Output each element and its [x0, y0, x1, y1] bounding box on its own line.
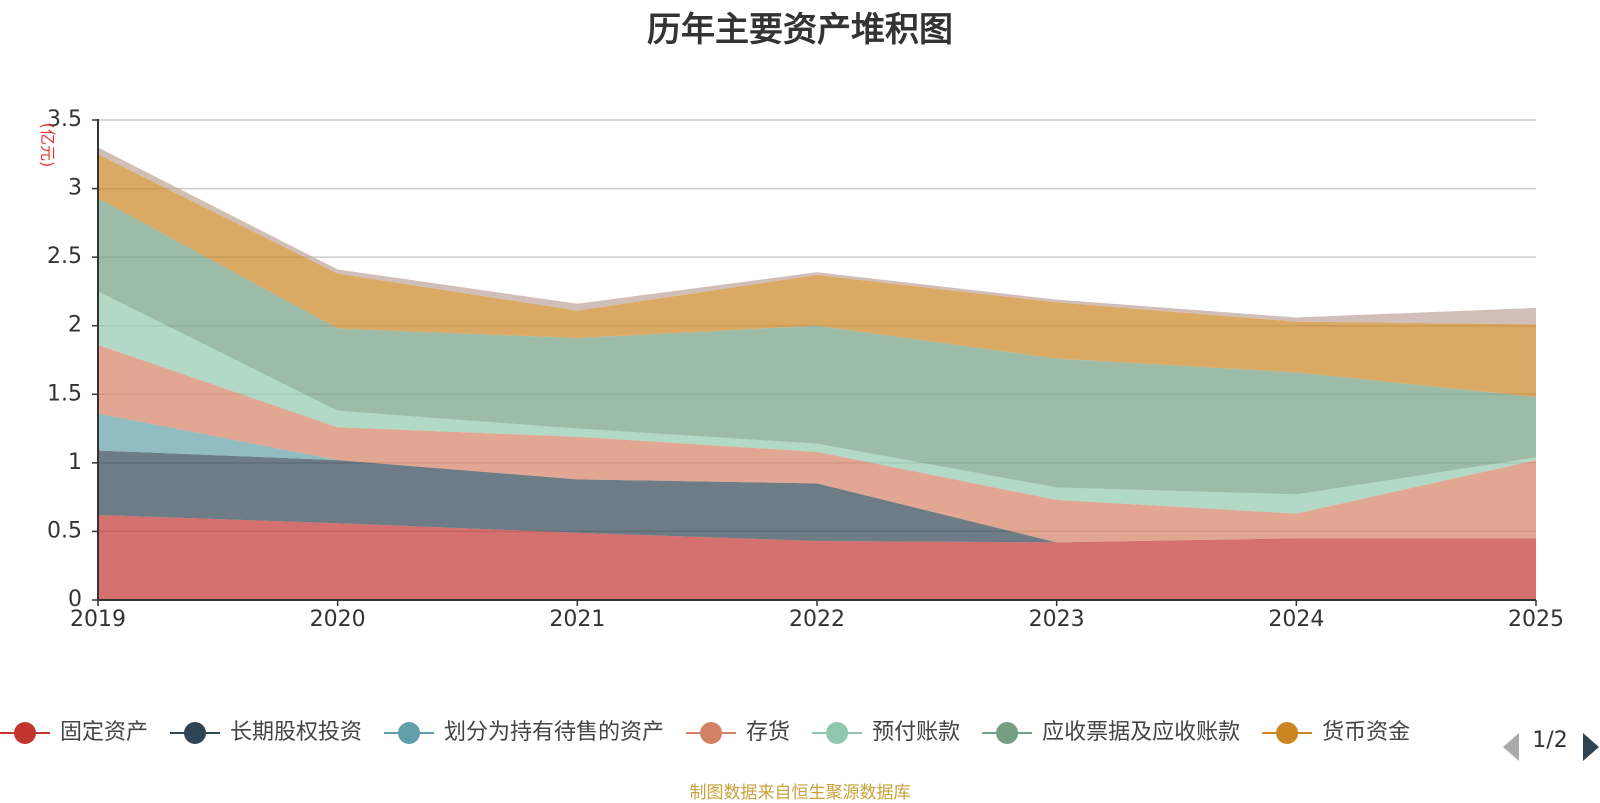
legend: 固定资产 长期股权投资 划分为持有待售的资产 存货 预付账款 应收票据及应收账款 货币资金: [0, 720, 1410, 745]
x-tick-label: 2023: [1029, 607, 1085, 632]
legend-label: 固定资产: [60, 720, 148, 745]
x-tick-label: 2024: [1268, 607, 1324, 632]
area-series: [98, 514, 1536, 600]
legend-label: 预付账款: [872, 720, 960, 745]
x-tick-label: 2019: [70, 607, 126, 632]
x-tick-label: 2021: [549, 607, 605, 632]
chart-title: 历年主要资产堆积图: [647, 10, 953, 50]
y-tick-label: 2.5: [47, 244, 82, 269]
legend-next-page-icon[interactable]: [1583, 733, 1599, 761]
x-axis-tick-labels: 2019 2020 2021 2022 2023 2024 2025: [70, 600, 1564, 632]
legend-label: 划分为持有待售的资产: [444, 720, 664, 745]
legend-label: 应收票据及应收账款: [1042, 720, 1240, 745]
legend-page-indicator: 1/2: [1532, 728, 1567, 753]
legend-prev-page-icon[interactable]: [1503, 733, 1519, 761]
area-series-group: [98, 147, 1536, 600]
area-series: [98, 450, 1536, 543]
x-tick-label: 2022: [789, 607, 845, 632]
legend-item[interactable]: 长期股权投资: [170, 720, 362, 745]
legend-marker-icon: [184, 722, 207, 744]
legend-marker-icon: [700, 722, 723, 744]
legend-item[interactable]: 应收票据及应收账款: [982, 720, 1240, 745]
y-tick-label: 3: [68, 176, 82, 201]
legend-item[interactable]: 划分为持有待售的资产: [384, 720, 664, 745]
legend-marker-icon: [826, 722, 849, 744]
y-tick-label: 3.5: [47, 107, 82, 132]
legend-marker-icon: [1276, 722, 1299, 744]
y-tick-label: 1: [68, 450, 82, 475]
legend-marker-icon: [398, 722, 421, 744]
legend-item[interactable]: 固定资产: [0, 720, 148, 745]
y-tick-label: 2: [68, 313, 82, 338]
y-tick-label: 0: [68, 587, 82, 612]
y-axis-unit-label: (亿元): [38, 123, 57, 168]
legend-pager: 1/2: [1503, 728, 1599, 761]
legend-item[interactable]: 存货: [686, 720, 790, 745]
legend-item[interactable]: 货币资金: [1262, 720, 1410, 745]
x-tick-label: 2025: [1508, 607, 1564, 632]
y-tick-label: 0.5: [47, 518, 82, 543]
legend-item[interactable]: 预付账款: [812, 720, 960, 745]
y-tick-label: 1.5: [47, 381, 82, 406]
legend-label: 长期股权投资: [230, 720, 362, 745]
data-source-footer: 制图数据来自恒生聚源数据库: [689, 783, 911, 803]
y-axis-tick-labels: 0 0.5 1 1.5 2 2.5 3 3.5: [47, 107, 82, 612]
legend-marker-icon: [14, 722, 36, 744]
x-tick-label: 2020: [310, 607, 366, 632]
area-series: [98, 344, 1536, 543]
legend-label: 货币资金: [1322, 720, 1410, 745]
area-series: [98, 291, 1536, 514]
legend-marker-icon: [996, 722, 1019, 744]
legend-label: 存货: [746, 720, 790, 745]
area-series: [98, 154, 1536, 398]
area-series: [98, 198, 1536, 495]
